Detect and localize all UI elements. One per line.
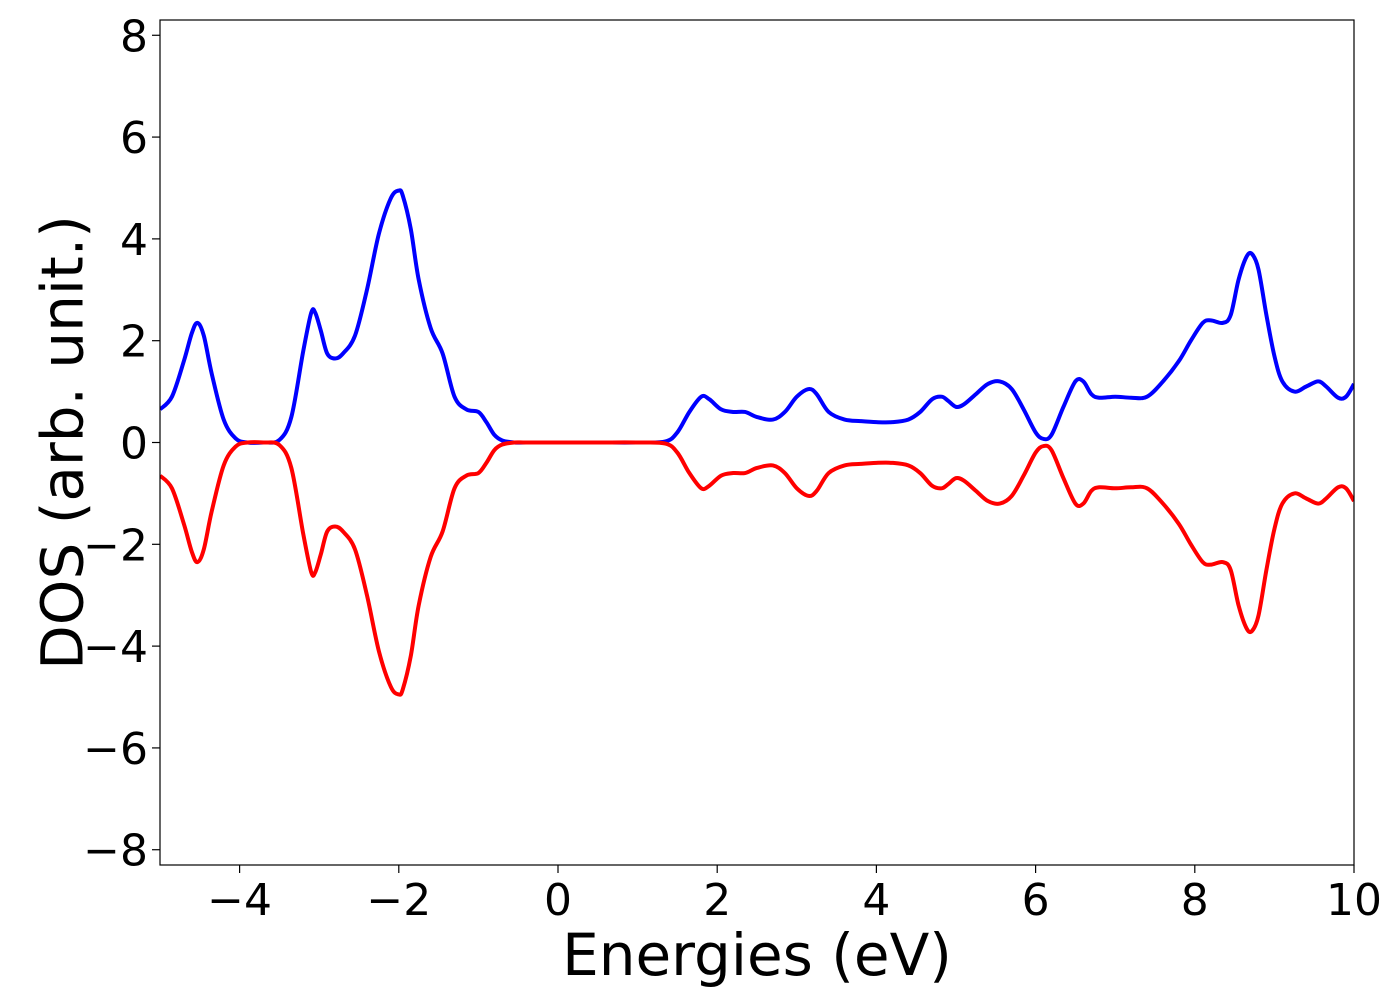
- y-tick-label: −8: [83, 826, 148, 877]
- x-tick-label: 4: [862, 875, 890, 926]
- y-tick-label: −2: [83, 520, 148, 571]
- x-axis: −4 −2 0 2 4 6 8 10: [207, 865, 1382, 926]
- x-tick-label: 2: [703, 875, 731, 926]
- x-axis-label: Energies (eV): [562, 921, 952, 989]
- y-tick-label: −6: [83, 724, 148, 775]
- y-tick-label: 8: [120, 11, 148, 62]
- series-layer: [160, 188, 1354, 697]
- y-axis: 8 6 4 2 0 −2 −4 −6 −8: [83, 11, 160, 877]
- x-tick-label: 10: [1326, 875, 1382, 926]
- series-line-1: [160, 440, 1354, 697]
- x-tick-label: 6: [1022, 875, 1050, 926]
- x-tick-label: 0: [544, 875, 572, 926]
- y-tick-label: 4: [120, 215, 148, 266]
- x-tick-label: −4: [207, 875, 272, 926]
- plot-frame: [159, 19, 1355, 866]
- y-tick-label: 6: [120, 113, 148, 164]
- x-tick-label: −2: [366, 875, 431, 926]
- y-axis-label: DOS (arb. unit.): [28, 215, 96, 670]
- y-tick-label: 2: [120, 317, 148, 368]
- x-tick-label: 8: [1181, 875, 1209, 926]
- y-tick-label: 0: [120, 419, 148, 470]
- series-line-0: [160, 188, 1354, 445]
- y-tick-label: −4: [83, 622, 148, 673]
